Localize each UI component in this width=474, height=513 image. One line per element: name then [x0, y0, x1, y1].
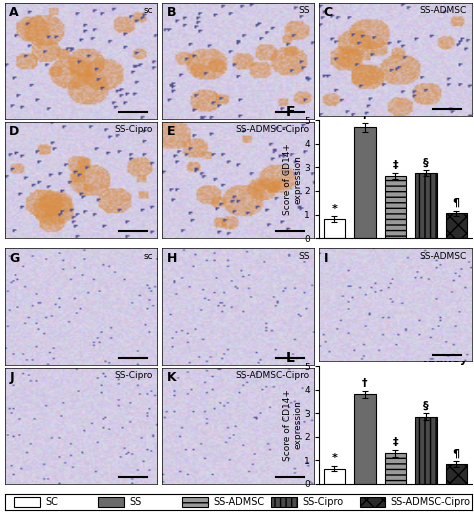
Text: SS: SS	[299, 252, 310, 261]
Text: E: E	[166, 125, 175, 138]
Text: K: K	[166, 371, 176, 384]
Bar	[415, 173, 437, 238]
Text: SS-ADMSC-Cipro: SS-ADMSC-Cipro	[236, 125, 310, 134]
Text: Kidney: Kidney	[423, 352, 469, 365]
Text: SS-ADMSC-Cipro: SS-ADMSC-Cipro	[236, 371, 310, 380]
Bar	[385, 175, 406, 238]
Text: §: §	[423, 157, 428, 168]
Text: †: †	[362, 378, 368, 388]
Text: Bladder: Bladder	[417, 106, 469, 119]
Bar	[385, 453, 406, 484]
Text: SS-Cipro: SS-Cipro	[114, 371, 153, 380]
Text: *: *	[331, 453, 337, 463]
Text: SS: SS	[299, 6, 310, 15]
Bar	[324, 219, 345, 238]
Text: ¶: ¶	[453, 198, 460, 208]
Text: SS-ADMSC: SS-ADMSC	[420, 252, 467, 261]
Text: J: J	[9, 371, 14, 384]
Bar	[324, 468, 345, 484]
Text: *: *	[331, 204, 337, 213]
Text: †: †	[362, 110, 368, 121]
Y-axis label: Score of CD14+
expression: Score of CD14+ expression	[283, 143, 303, 215]
Text: F: F	[285, 105, 295, 119]
Text: I: I	[324, 252, 328, 265]
Y-axis label: Score of CD14+
expression: Score of CD14+ expression	[283, 389, 303, 461]
Text: ‡: ‡	[392, 160, 398, 170]
Text: C: C	[324, 6, 333, 19]
Bar	[354, 394, 375, 484]
Text: SS-Cipro: SS-Cipro	[302, 497, 343, 507]
Text: sc: sc	[143, 252, 153, 261]
Text: SS-ADMSC: SS-ADMSC	[213, 497, 264, 507]
Text: SS-ADMSC: SS-ADMSC	[420, 6, 467, 15]
Bar	[360, 497, 385, 507]
Bar	[14, 497, 40, 507]
Text: SS-ADMSC-Cipro: SS-ADMSC-Cipro	[391, 497, 471, 507]
Text: ‡: ‡	[392, 437, 398, 447]
Text: SS: SS	[129, 497, 142, 507]
Text: SS-Cipro: SS-Cipro	[114, 125, 153, 134]
Text: B: B	[166, 6, 176, 19]
Text: SC: SC	[46, 497, 58, 507]
Bar	[446, 213, 467, 238]
Text: H: H	[166, 252, 177, 265]
Bar	[271, 497, 297, 507]
Bar	[446, 464, 467, 484]
Bar	[98, 497, 124, 507]
Text: ¶: ¶	[453, 448, 460, 458]
Text: A: A	[9, 6, 19, 19]
Text: G: G	[9, 252, 19, 265]
Text: L: L	[285, 351, 294, 365]
Text: D: D	[9, 125, 19, 138]
Bar	[354, 127, 375, 238]
Bar	[415, 417, 437, 484]
Text: sc: sc	[143, 6, 153, 15]
Text: §: §	[423, 400, 428, 410]
Bar	[182, 497, 208, 507]
